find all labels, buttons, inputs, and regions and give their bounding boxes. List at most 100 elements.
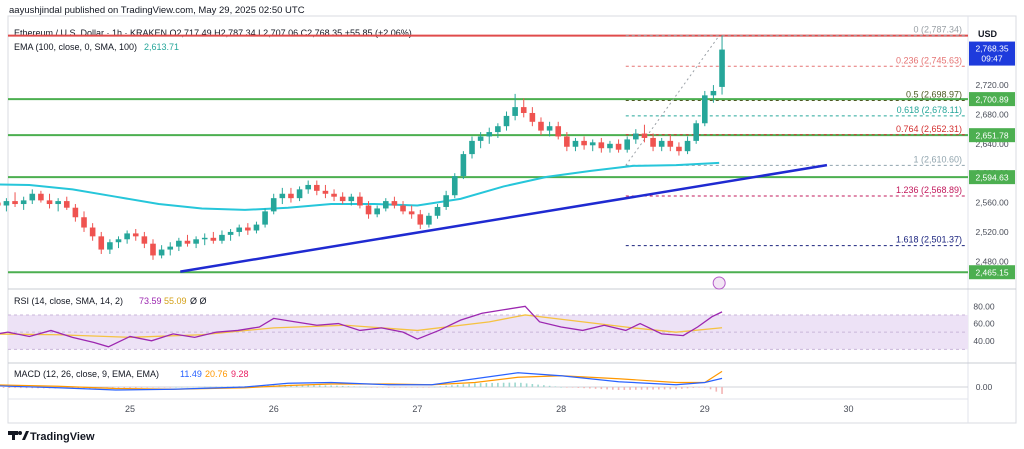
- macd-histogram-bar: [410, 387, 413, 388]
- price-level-badge: [969, 128, 1015, 143]
- macd-histogram-bar: [198, 386, 200, 388]
- candle-body: [400, 205, 406, 212]
- macd-histogram-bar: [445, 385, 447, 387]
- macd-histogram-bar: [399, 387, 401, 388]
- fib-level-label: 0.5 (2,698.97): [906, 90, 962, 100]
- price-level-badge-text: 2,465.15: [975, 268, 1008, 278]
- candle-body: [512, 107, 518, 116]
- candle-body: [115, 239, 122, 243]
- candle-body: [676, 146, 682, 152]
- candle-body: [331, 193, 337, 197]
- macd-histogram-bar: [640, 387, 643, 390]
- candle-body: [314, 184, 320, 191]
- macd-histogram-bar: [14, 387, 16, 389]
- currency-label: USD: [978, 29, 998, 39]
- macd-histogram-bar: [583, 387, 585, 389]
- macd-histogram-bar: [31, 387, 34, 389]
- macd-histogram-bar: [560, 387, 562, 388]
- candle-body: [667, 140, 674, 147]
- macd-histogram-bar: [537, 384, 539, 387]
- fib-level-label: 0 (2,787.34): [913, 25, 962, 35]
- macd-histogram-bar: [721, 387, 723, 394]
- candle-body: [469, 140, 475, 155]
- candle-body: [72, 207, 79, 218]
- macd-histogram-bar: [175, 386, 177, 388]
- rsi-label: RSI (14, close, SMA, 14, 2): [14, 296, 123, 306]
- candle-body: [572, 140, 579, 147]
- candle-body: [555, 126, 562, 137]
- macd-histogram-bar: [209, 386, 212, 388]
- macd-histogram-bar: [439, 386, 442, 387]
- macd-histogram-bar: [600, 387, 603, 390]
- candle-body: [391, 201, 398, 206]
- macd-histogram-bar: [382, 387, 384, 388]
- macd-histogram-bar: [221, 386, 223, 388]
- candle-body: [434, 206, 441, 216]
- macd-histogram-bar: [554, 386, 557, 387]
- candle-body: [46, 200, 53, 205]
- publisher-text: aayushjindal published on TradingView.co…: [9, 5, 305, 16]
- candle-body: [55, 201, 61, 205]
- macd-histogram-bar: [589, 387, 591, 389]
- time-tick-label: 25: [125, 404, 135, 414]
- macd-histogram-bar: [658, 387, 660, 390]
- symbol-ohlc-text: Ethereum / U.S. Dollar · 1h · KRAKEN O2,…: [14, 28, 412, 38]
- macd-histogram-bar: [8, 387, 11, 388]
- candle-body: [81, 217, 87, 228]
- macd-histogram-bar: [502, 382, 505, 387]
- fib-level-label: 1 (2,610.60): [913, 154, 962, 164]
- candle-body: [589, 142, 596, 146]
- price-tick-label: 2,560.00: [975, 198, 1008, 208]
- candle-body: [29, 193, 36, 201]
- macd-histogram-bar: [646, 387, 649, 390]
- candle-body: [63, 201, 70, 208]
- axes: 2,720.002,680.002,640.002,600.002,560.00…: [125, 41, 1015, 414]
- candle-body: [262, 211, 268, 225]
- footer-brand: TradingView: [30, 431, 95, 443]
- macd-hist-value: 9.28: [231, 369, 249, 379]
- candle-body: [460, 154, 467, 177]
- candle-body: [564, 136, 570, 147]
- logo-mark-dot: [18, 431, 22, 435]
- macd-histogram-bar: [451, 385, 453, 387]
- countdown-text: 09:47: [981, 54, 1003, 64]
- candle-body: [641, 133, 648, 138]
- macd-histogram-bar: [111, 387, 114, 389]
- macd-histogram-bar: [508, 382, 511, 387]
- macd-histogram-bar: [180, 386, 183, 388]
- macd-tick-label: 0.00: [976, 382, 993, 392]
- price-level-badge: [969, 170, 1015, 185]
- candle-body: [443, 195, 449, 207]
- macd-histogram-bar: [623, 387, 626, 390]
- time-tick-label: 26: [269, 404, 279, 414]
- macd-histogram-bar: [215, 386, 218, 388]
- candle-body: [245, 227, 251, 231]
- candle-body: [253, 224, 260, 231]
- macd-histogram-bar: [19, 387, 22, 389]
- candle-body: [227, 231, 234, 235]
- candle-body: [451, 176, 458, 196]
- macd-histogram-bar: [686, 387, 689, 389]
- tradingview-logo: [8, 431, 29, 440]
- candle-body: [503, 115, 510, 127]
- macd-histogram-bar: [663, 387, 666, 390]
- macd-histogram-bar: [514, 382, 516, 387]
- candle-body: [382, 201, 389, 209]
- candle-body: [210, 237, 217, 241]
- candle-body: [176, 240, 182, 247]
- macd-histogram-bar: [704, 387, 706, 388]
- candle-body: [357, 196, 363, 206]
- macd-histogram-bar: [422, 387, 424, 388]
- rsi-line: [0, 305, 723, 348]
- macd-histogram-bar: [341, 385, 344, 387]
- macd-histogram-bar: [525, 383, 528, 387]
- macd-histogram-bar: [594, 387, 597, 389]
- candle-body: [150, 243, 156, 256]
- last-price-text: 2,768.35: [975, 44, 1008, 54]
- rsi-ma-value: 55.09: [164, 296, 187, 306]
- candle-body: [495, 126, 501, 133]
- candle-body: [38, 193, 44, 201]
- macd-histogram-bar: [376, 387, 378, 388]
- candle-body: [279, 193, 286, 199]
- price-level-badge-text: 2,700.89: [975, 95, 1008, 105]
